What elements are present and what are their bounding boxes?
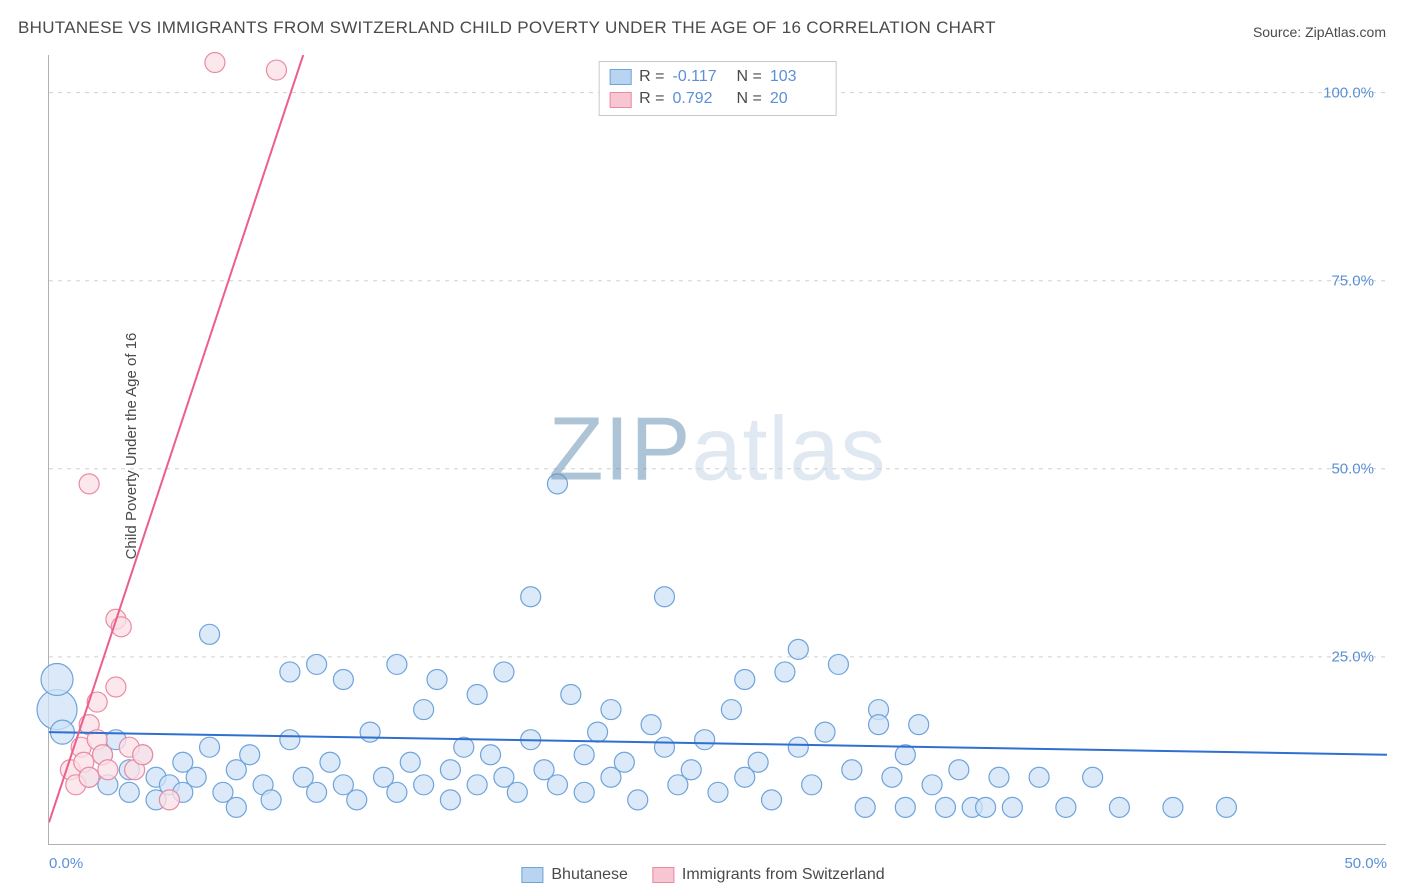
legend-bottom-swatch-1 (652, 867, 674, 883)
series-legend: Bhutanese Immigrants from Switzerland (521, 866, 884, 884)
x-tick: 50.0% (1344, 855, 1387, 872)
r-value-1: 0.792 (673, 88, 729, 110)
legend-swatch-0 (609, 69, 631, 85)
trend-lines (49, 55, 1387, 845)
n-label-1: N = (737, 88, 762, 110)
legend-row-1: R = 0.792 N = 20 (609, 88, 826, 110)
legend-item-1: Immigrants from Switzerland (652, 866, 885, 884)
n-value-0: 103 (770, 66, 826, 88)
legend-swatch-1 (609, 92, 631, 108)
legend-bottom-label-1: Immigrants from Switzerland (682, 866, 885, 884)
n-label-0: N = (737, 66, 762, 88)
r-label-1: R = (639, 88, 664, 110)
y-tick: 25.0% (1331, 648, 1374, 665)
legend-item-0: Bhutanese (521, 866, 628, 884)
legend-row-0: R = -0.117 N = 103 (609, 66, 826, 88)
correlation-legend: R = -0.117 N = 103 R = 0.792 N = 20 (598, 61, 837, 116)
y-tick: 100.0% (1323, 84, 1374, 101)
n-value-1: 20 (770, 88, 826, 110)
x-tick: 0.0% (49, 855, 83, 872)
chart-container: BHUTANESE VS IMMIGRANTS FROM SWITZERLAND… (0, 0, 1406, 892)
plot-area: ZIPatlas R = -0.117 N = 103 R = 0.792 N … (48, 55, 1386, 845)
chart-title: BHUTANESE VS IMMIGRANTS FROM SWITZERLAND… (18, 18, 996, 38)
legend-bottom-swatch-0 (521, 867, 543, 883)
source-label: Source: ZipAtlas.com (1253, 24, 1386, 40)
r-label-0: R = (639, 66, 664, 88)
y-tick: 50.0% (1331, 460, 1374, 477)
y-tick: 75.0% (1331, 272, 1374, 289)
legend-bottom-label-0: Bhutanese (551, 866, 628, 884)
r-value-0: -0.117 (673, 66, 729, 88)
